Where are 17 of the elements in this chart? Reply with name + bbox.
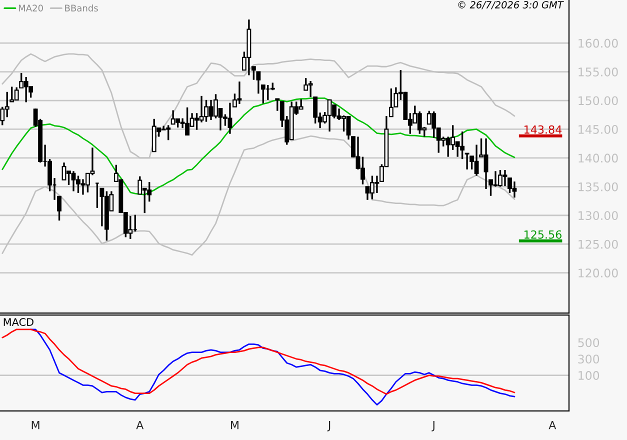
x-tick-label: A [136,421,144,430]
line-series [2,328,516,395]
line-series [2,98,516,196]
line-series [30,328,516,406]
legend-label: BBands [65,4,98,12]
ref-line-label: 125.56 [524,230,562,239]
x-tick-label: M [32,421,40,430]
candlestick [260,84,266,104]
x-tick-label: A [548,421,556,430]
ref-line-label: 143.84 [524,125,562,134]
legend-label: MA20 [18,4,43,12]
annotation: © 26/7/2026 3:0 GMT [458,1,564,10]
candlestick [275,98,280,112]
chart-title: MACD [4,318,34,326]
x-tick-label: J [432,421,434,432]
x-tick-label: M [231,421,238,430]
x-tick-label: J [327,421,330,432]
